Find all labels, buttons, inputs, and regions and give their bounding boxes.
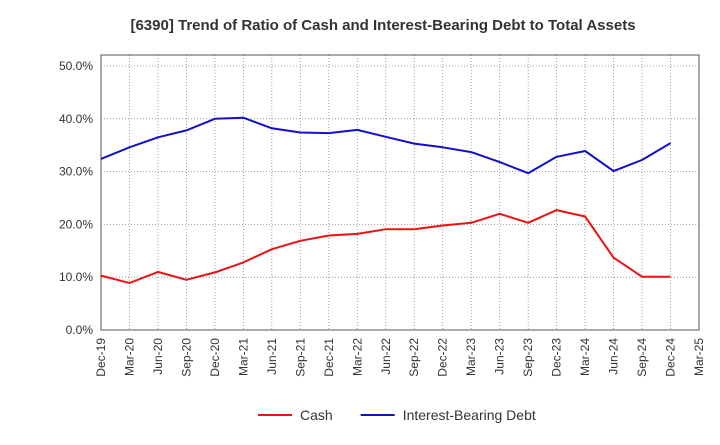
x-tick-label: Sep-22	[407, 338, 421, 377]
x-tick-label: Sep-23	[521, 338, 535, 377]
y-tick-label: 30.0%	[59, 165, 93, 179]
x-tick-label: Sep-24	[635, 338, 649, 377]
legend-label: Interest-Bearing Debt	[403, 407, 536, 423]
x-tick-label: Mar-23	[464, 338, 478, 376]
y-tick-label: 40.0%	[59, 112, 93, 126]
legend: Cash Interest-Bearing Debt	[258, 407, 536, 423]
x-tick-label: Dec-23	[550, 338, 564, 377]
y-tick-label: 0.0%	[66, 323, 94, 337]
y-tick-label: 20.0%	[59, 217, 93, 231]
y-axis: 0.0% 10.0% 20.0% 30.0% 40.0% 50.0%	[59, 59, 93, 337]
legend-label: Cash	[300, 407, 333, 423]
plot-area	[100, 54, 700, 331]
series-lines	[100, 116, 672, 284]
grid	[101, 55, 699, 330]
chart-title: [6390] Trend of Ratio of Cash and Intere…	[130, 17, 635, 34]
x-tick-label: Mar-20	[122, 338, 136, 376]
x-tick-label: Dec-20	[208, 338, 222, 377]
x-axis: Dec-19 Mar-20 Jun-20 Sep-20 Dec-20 Mar-21 Jun-…	[94, 338, 706, 377]
x-tick-label: Sep-20	[179, 338, 193, 377]
x-tick-label: Dec-21	[322, 338, 336, 377]
x-tick-label: Mar-24	[578, 338, 592, 376]
x-tick-label: Sep-21	[293, 338, 307, 377]
x-tick-label: Dec-19	[94, 338, 108, 377]
x-tick-label: Jun-21	[265, 338, 279, 375]
y-tick-label: 10.0%	[59, 270, 93, 284]
x-tick-label: Dec-24	[664, 338, 678, 377]
x-tick-label: Mar-22	[350, 338, 364, 376]
x-tick-label: Mar-21	[236, 338, 250, 376]
series-line	[100, 116, 672, 175]
x-tick-label: Jun-22	[379, 338, 393, 375]
x-tick-label: Mar-25	[692, 338, 706, 376]
x-tick-label: Dec-22	[436, 338, 450, 377]
x-tick-label: Jun-24	[607, 338, 621, 375]
x-tick-label: Jun-23	[493, 338, 507, 375]
x-tick-label: Jun-20	[151, 338, 165, 375]
y-tick-label: 50.0%	[59, 59, 93, 73]
series-line	[100, 209, 671, 284]
